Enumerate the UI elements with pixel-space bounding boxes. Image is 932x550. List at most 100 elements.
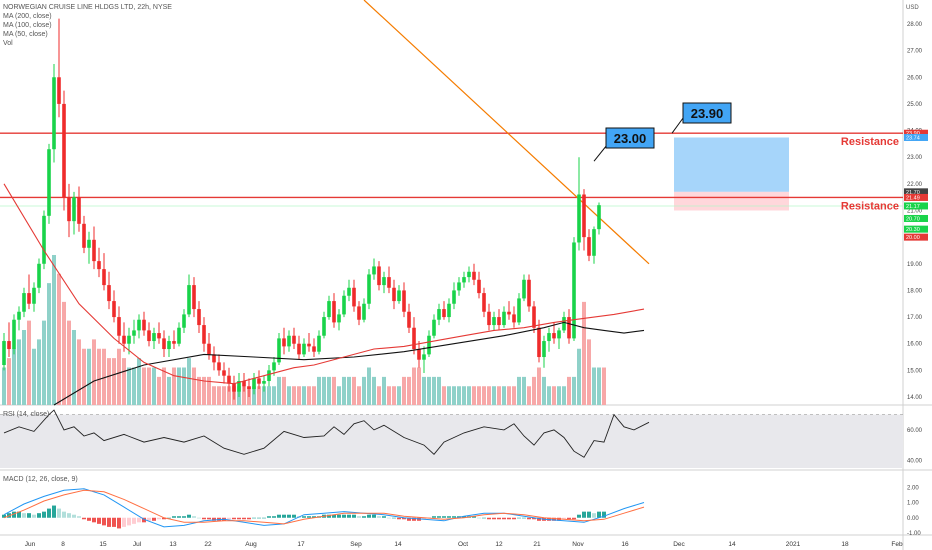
macd-hist-bar — [112, 517, 116, 527]
stop-zone — [674, 191, 789, 211]
macd-hist-bar — [237, 517, 241, 520]
macd-hist-bar — [242, 517, 246, 520]
volume-bar — [162, 367, 166, 405]
macd-hist-bar — [377, 516, 381, 518]
macd-hist-bar — [277, 514, 281, 518]
candle-body — [327, 301, 331, 318]
time-tick-label: 18 — [841, 541, 849, 548]
macd-hist-bar — [357, 516, 361, 518]
volume-bar — [52, 255, 56, 405]
macd-hist-bar — [372, 514, 376, 518]
macd-hist-bar — [397, 517, 401, 520]
overlay-lines — [0, 0, 903, 265]
macd-legend[interactable]: MACD (12, 26, close, 9) — [3, 476, 78, 483]
volume-bar — [547, 386, 551, 405]
candle-body — [377, 266, 381, 286]
legend-volume[interactable]: Vol — [3, 40, 13, 47]
price-tick-label: 26.00 — [907, 75, 923, 81]
volume-bar — [537, 367, 541, 405]
volume-bar — [317, 376, 321, 405]
candle-body — [362, 303, 366, 320]
volume-bar — [392, 386, 396, 405]
rsi-pane[interactable]: 40.00 60.00 — [0, 409, 923, 468]
macd-hist-bar — [127, 517, 131, 526]
candle-body — [522, 279, 526, 299]
macd-hist-bar — [252, 517, 256, 519]
candle-body — [432, 319, 436, 336]
candle-body — [412, 327, 416, 350]
macd-hist-bar — [107, 517, 111, 527]
volume-bar — [492, 386, 496, 405]
candle-body — [557, 330, 561, 339]
candle-body — [37, 263, 41, 288]
macd-line — [3, 488, 645, 528]
volume-bar — [257, 386, 261, 405]
macd-hist-bar — [517, 517, 521, 519]
candle-body — [542, 341, 546, 358]
volume-bar — [502, 386, 506, 405]
volume-bar — [482, 386, 486, 405]
time-tick-label: Aug — [245, 541, 257, 548]
volume-bar — [322, 376, 326, 405]
legend-ma-100[interactable]: MA (100, close) — [3, 22, 52, 29]
volume-bar — [227, 386, 231, 405]
price-tag — [904, 233, 928, 241]
macd-hist-bar — [532, 517, 536, 520]
candle-body — [92, 239, 96, 262]
volume-bar — [572, 376, 576, 405]
macd-hist-bar — [492, 517, 496, 520]
price-tick-label: 22.00 — [907, 182, 923, 188]
candle-body — [272, 362, 276, 371]
macd-hist-bar — [332, 514, 336, 518]
macd-hist-bar — [202, 517, 206, 520]
resistance-label: Resistance — [841, 136, 899, 148]
candle-body — [27, 293, 31, 304]
candle-body — [277, 338, 281, 363]
candle-body — [232, 383, 236, 392]
macd-hist-bar — [67, 513, 71, 518]
volume-bar — [187, 358, 191, 405]
price-tag — [904, 202, 928, 210]
candle-body — [117, 317, 121, 336]
legend-ma-200[interactable]: MA (200, close) — [3, 13, 52, 20]
macd-hist-bar — [572, 517, 576, 520]
volume-bar — [267, 386, 271, 405]
macd-hist-bar — [477, 517, 481, 519]
macd-hist-bar — [522, 517, 526, 519]
volume-bar — [427, 376, 431, 405]
time-tick-label: 15 — [99, 541, 107, 548]
candle-body — [242, 381, 246, 387]
moving-averages — [3, 183, 645, 406]
rsi-tick-label: 60.00 — [907, 428, 923, 434]
volume-bar — [42, 320, 46, 405]
symbol-title[interactable]: NORWEGIAN CRUISE LINE HLDGS LTD, 22h, NY… — [3, 4, 172, 11]
volume-bar — [567, 376, 571, 405]
macd-hist-bar — [597, 511, 601, 518]
time-tick-label: 14 — [728, 541, 736, 548]
candle-body — [437, 309, 441, 320]
macd-hist-bar — [72, 514, 76, 518]
macd-hist-bar — [157, 517, 161, 520]
volume-bar — [432, 376, 436, 405]
volume-bar — [387, 386, 391, 405]
volume-bar — [542, 376, 546, 405]
macd-hist-bar — [212, 517, 216, 521]
macd-pane[interactable]: 2.00 1.00 0.00 -1.00 — [2, 485, 921, 537]
legend-ma-50[interactable]: MA (50, close) — [3, 31, 48, 38]
signal-line — [3, 489, 645, 525]
macd-hist-bar — [272, 516, 276, 518]
rsi-legend[interactable]: RSI (14, close) — [3, 411, 50, 418]
volume-bar — [347, 376, 351, 405]
macd-hist-bar — [177, 516, 181, 518]
macd-hist-bar — [392, 517, 396, 519]
candle-body — [167, 341, 171, 350]
volume-bar — [57, 273, 61, 405]
macd-hist-bar — [42, 511, 46, 518]
volume-bar — [292, 386, 296, 405]
macd-hist-bar — [442, 516, 446, 518]
candle-body — [562, 317, 566, 331]
candle-body — [187, 285, 191, 315]
macd-hist-bar — [347, 514, 351, 518]
candle-body — [212, 354, 216, 363]
